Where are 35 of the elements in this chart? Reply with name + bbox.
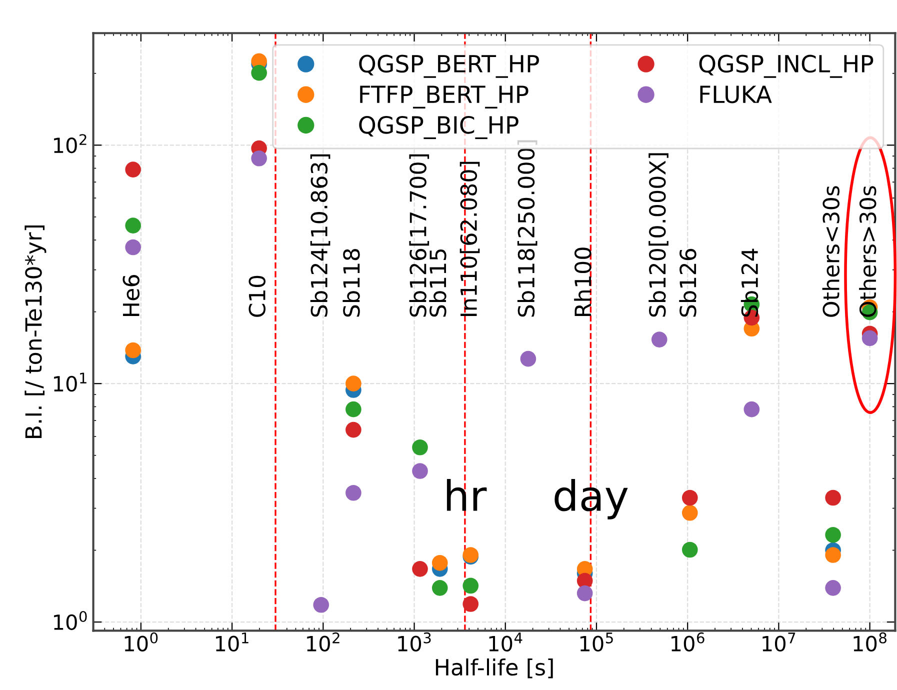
annotation: Rh100 bbox=[574, 248, 592, 316]
annotation: Sb118 bbox=[342, 249, 360, 317]
y-axis-title: B.I. [/ ton-Te130*yr] bbox=[24, 226, 46, 438]
x-tick-label: 10$^{2}$ bbox=[307, 632, 340, 652]
annotation: Sb120[0.000X] bbox=[648, 153, 668, 317]
x-tick-label: 10$^{3}$ bbox=[398, 632, 431, 652]
ref-line-label: hr bbox=[446, 479, 487, 511]
x-tick-label: 10$^{0}$ bbox=[124, 632, 158, 652]
annotation: Sb124[10.863] bbox=[310, 154, 330, 317]
annotation: Sb126[17.700] bbox=[409, 154, 430, 317]
annotation: Sb115 bbox=[429, 249, 446, 317]
legend-label: FLUKA bbox=[700, 86, 772, 104]
annotation: He6 bbox=[122, 275, 140, 316]
legend-label: QGSP_INCL_HP bbox=[699, 54, 874, 78]
annotation: Sb124 bbox=[740, 248, 758, 317]
annotation: Sb118[250.000] bbox=[517, 140, 538, 317]
x-tick-label: 10$^{4}$ bbox=[489, 632, 522, 652]
x-axis-title: Half-life [s] bbox=[436, 658, 553, 678]
annotation: C10 bbox=[248, 276, 266, 317]
x-tick-label: 10$^{5}$ bbox=[580, 632, 613, 652]
annotation: In110[62.080] bbox=[460, 162, 480, 316]
legend-label: QGSP_BIC_HP bbox=[359, 116, 518, 140]
annotation: Sb126 bbox=[679, 248, 696, 317]
x-tick-label: 10$^{6}$ bbox=[672, 632, 704, 652]
annotation: Others<30s bbox=[822, 186, 840, 317]
legend-label: QGSP_BERT_HP bbox=[359, 54, 539, 78]
y-tick-label: 10$^{1}$ bbox=[54, 372, 86, 392]
ref-line-label: day bbox=[554, 479, 628, 520]
y-tick-label: 10$^{2}$ bbox=[54, 134, 86, 154]
x-tick-label: 10$^{1}$ bbox=[216, 632, 248, 652]
annotation: Others>30s bbox=[859, 186, 876, 317]
y-tick-label: 10$^{0}$ bbox=[54, 610, 87, 630]
legend-label: FTFP_BERT_HP bbox=[360, 86, 528, 108]
x-tick-label: 10$^{8}$ bbox=[854, 632, 886, 652]
x-tick-label: 10$^{7}$ bbox=[762, 632, 796, 652]
